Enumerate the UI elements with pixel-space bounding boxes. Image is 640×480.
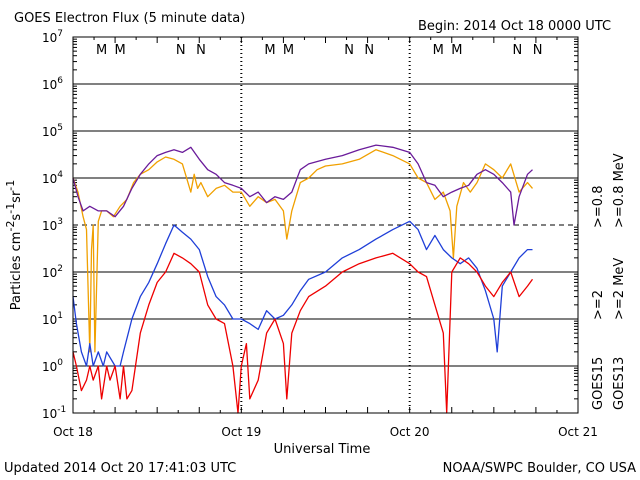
midnight-marker: M xyxy=(264,43,275,58)
midnight-marker: N xyxy=(176,43,186,58)
y-tick-label: 100 xyxy=(42,358,63,374)
x-tick-labels: Oct 18 Oct 19 Oct 20 Oct 21 xyxy=(53,425,598,439)
updated-time: Updated 2014 Oct 20 17:41:03 UTC xyxy=(4,461,236,476)
legend-goes13-08mev: >=0.8 MeV xyxy=(612,153,627,228)
y-tick-label: 10-1 xyxy=(42,405,66,421)
legend-satellite-goes13: GOES13 xyxy=(612,357,627,410)
midnight-marker: N xyxy=(533,43,543,58)
begin-time: Begin: 2014 Oct 18 0000 UTC xyxy=(418,19,611,34)
gridlines xyxy=(72,37,579,413)
midnight-marker: N xyxy=(364,43,374,58)
y-tick-label: 103 xyxy=(42,217,63,233)
y-tick-label: 106 xyxy=(42,76,63,92)
series-line xyxy=(72,149,533,353)
series-line xyxy=(72,220,533,367)
x-tick-label: Oct 20 xyxy=(390,425,430,439)
plot-frame xyxy=(72,36,579,414)
x-tick-label: Oct 21 xyxy=(558,425,598,439)
legend-satellite-goes15: GOES15 xyxy=(591,357,606,410)
midnight-marker: N xyxy=(344,43,354,58)
series-line xyxy=(72,252,534,414)
legend-goes15-08mev: >=0.8 xyxy=(591,186,606,228)
y-tick-labels: 10-1 100 101 102 103 104 105 106 107 xyxy=(42,29,66,421)
series-layer xyxy=(72,144,534,414)
midnight-marker: M xyxy=(96,43,107,58)
legend-goes13-2mev: >=2 MeV xyxy=(612,258,627,320)
y-tick-label: 107 xyxy=(42,29,63,45)
legend-goes15-2mev: >=2 xyxy=(591,290,606,320)
series-line xyxy=(72,144,533,226)
midnight-marker: M xyxy=(433,43,444,58)
y-tick-label: 105 xyxy=(42,123,63,139)
midnight-marker: N xyxy=(196,43,206,58)
midnight-marker: M xyxy=(451,43,462,58)
x-tick-label: Oct 18 xyxy=(53,425,93,439)
midnight-marker: M xyxy=(115,43,126,58)
y-tick-label: 102 xyxy=(42,264,63,280)
legend: GOES15 GOES13 >=2 >=0.8 >=2 MeV >=0.8 Me… xyxy=(591,153,627,410)
y-tick-label: 104 xyxy=(42,170,63,186)
midnight-marker: N xyxy=(513,43,523,58)
credit: NOAA/SWPC Boulder, CO USA xyxy=(443,461,636,476)
midnight-marker: M xyxy=(283,43,294,58)
chart-title: GOES Electron Flux (5 minute data) xyxy=(14,11,245,26)
x-tick-label: Oct 19 xyxy=(221,425,261,439)
y-axis-label: Particles cm-2s-1sr-1 xyxy=(4,180,24,311)
x-axis-label: Universal Time xyxy=(274,442,371,457)
y-tick-label: 101 xyxy=(42,311,63,327)
